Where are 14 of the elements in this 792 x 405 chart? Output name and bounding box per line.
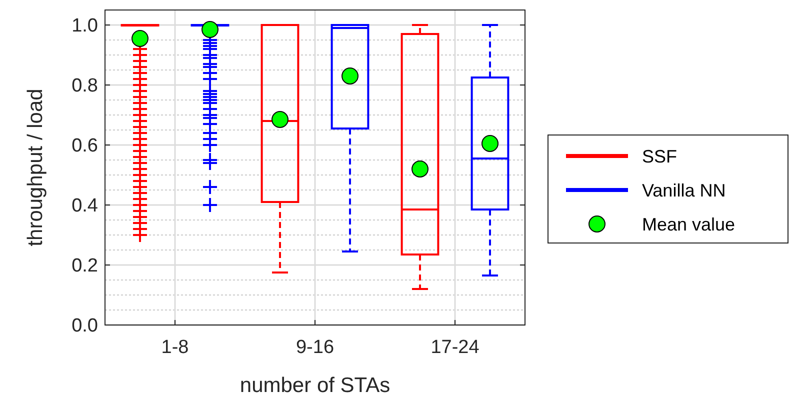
y-tick-label: 0.4 bbox=[72, 196, 98, 217]
y-tick-label: 0.8 bbox=[72, 76, 98, 97]
legend-label: Vanilla NN bbox=[642, 180, 726, 200]
x-axis-title: number of STAs bbox=[240, 374, 390, 397]
legend-label: SSF bbox=[642, 146, 678, 166]
y-tick-label: 0.2 bbox=[72, 256, 98, 277]
y-tick-label: 0.6 bbox=[72, 136, 98, 157]
y-tick-label: 0.0 bbox=[72, 316, 98, 337]
y-axis-title: throughput / load bbox=[24, 88, 47, 246]
x-tick-label: 1-8 bbox=[161, 337, 189, 358]
x-tick-label: 9-16 bbox=[296, 337, 334, 358]
y-tick-label: 1.0 bbox=[72, 16, 98, 37]
legend-label: Mean value bbox=[642, 214, 736, 234]
x-tick-label: 17-24 bbox=[430, 337, 480, 358]
